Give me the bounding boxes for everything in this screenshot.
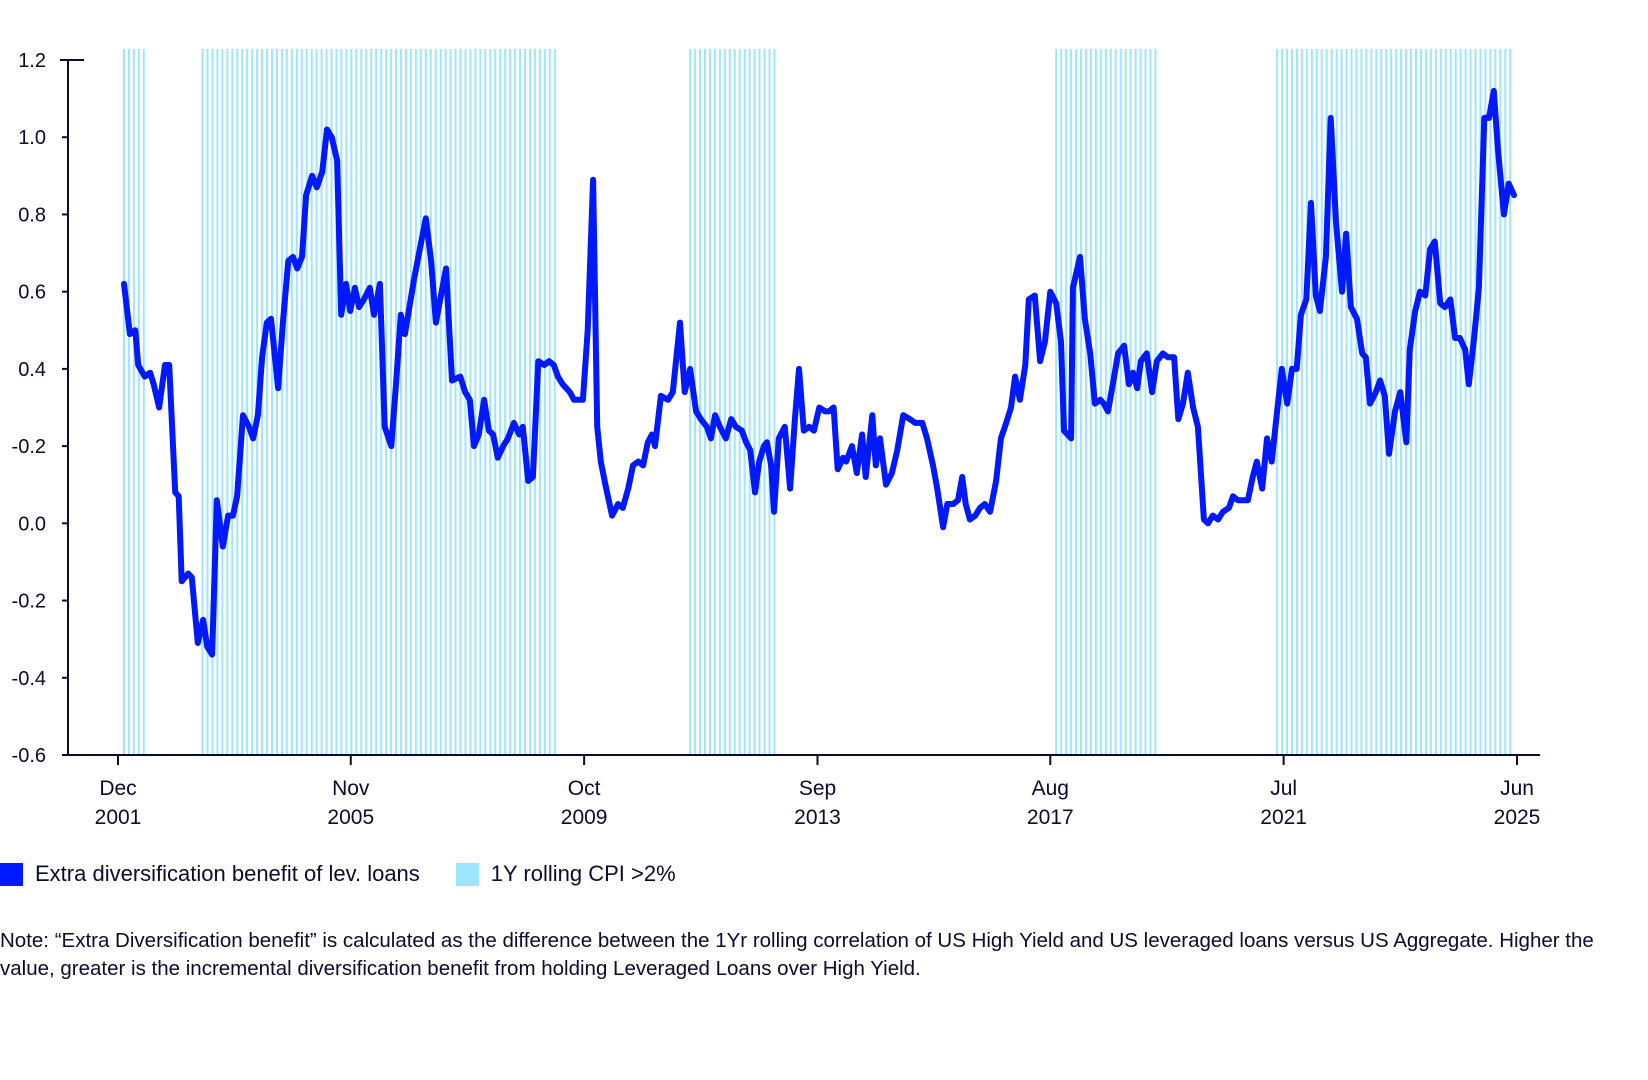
x-tick-label-month: Dec	[99, 777, 136, 800]
y-tick-label: 1.0	[18, 127, 46, 149]
y-tick-label: -0.2	[12, 436, 46, 458]
legend-item-cpi: 1Y rolling CPI >2%	[455, 861, 676, 887]
legend-swatch-line	[0, 862, 23, 886]
legend-swatch-cpi	[455, 862, 479, 886]
y-tick-label: 1.2	[18, 50, 46, 72]
x-tick-label-month: Oct	[568, 777, 601, 800]
cpi-shading	[122, 49, 1512, 755]
chart-note: Note: “Extra Diversification benefit” is…	[0, 929, 1594, 980]
axes: 1.2 1.0 0.8 0.6 0.4 -0.2 0.0 -0.2 -0.4 -0.6 Dec 200…	[12, 50, 1541, 829]
x-tick-label-year: 2013	[794, 806, 841, 829]
legend-item-diversification: Extra diversification benefit of lev. lo…	[0, 861, 420, 887]
x-tick-label-year: 2009	[561, 806, 608, 829]
legend: Extra diversification benefit of lev. lo…	[0, 860, 712, 888]
legend-label: 1Y rolling CPI >2%	[490, 861, 676, 886]
line-chart: 1.2 1.0 0.8 0.6 0.4 -0.2 0.0 -0.2 -0.4 -0.6 Dec 200…	[12, 49, 1541, 829]
y-tick-label: 0.8	[18, 204, 46, 226]
x-tick-label-year: 2001	[95, 806, 142, 829]
x-tick-label-month: Aug	[1032, 777, 1069, 800]
y-tick-label: 0.0	[18, 513, 46, 535]
x-tick-label-year: 2025	[1494, 806, 1541, 829]
legend-label: Extra diversification benefit of lev. lo…	[35, 861, 420, 886]
series-line-group	[121, 87, 1517, 658]
y-tick-label: 0.6	[18, 282, 46, 304]
y-tick-label: -0.2	[12, 591, 46, 613]
x-tick-label-month: Nov	[332, 777, 370, 800]
x-tick-label-year: 2021	[1260, 806, 1307, 829]
x-tick-label-year: 2017	[1027, 806, 1074, 829]
x-tick-label-month: Sep	[799, 777, 836, 800]
y-tick-label: 0.4	[18, 359, 46, 381]
x-tick-label-year: 2005	[327, 806, 374, 829]
y-tick-label: -0.6	[12, 745, 46, 767]
series-line	[121, 87, 1517, 658]
y-tick-label: -0.4	[12, 668, 46, 690]
x-tick-label-month: Jul	[1270, 777, 1297, 800]
x-tick-label-month: Jun	[1500, 777, 1534, 800]
